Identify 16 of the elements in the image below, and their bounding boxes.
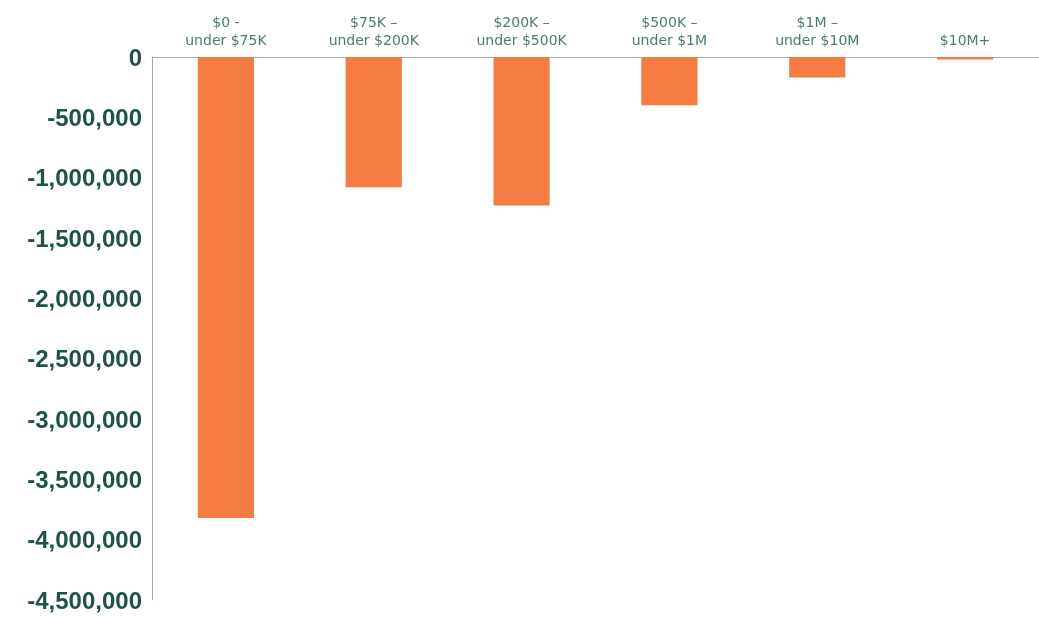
x-tick-label: $200K – under $500K <box>476 14 568 48</box>
y-tick-label: -500,000 <box>47 103 142 131</box>
x-tick-label: $1M – under $10M <box>775 14 860 48</box>
y-tick-label: -4,500,000 <box>27 586 142 614</box>
y-tick-label: -2,000,000 <box>27 284 142 312</box>
x-tick-label: $500K – under $1M <box>631 14 708 48</box>
x-tick-label: $0 - under $75K <box>185 14 268 48</box>
y-tick-label: -2,500,000 <box>27 345 142 373</box>
y-tick-label: -3,500,000 <box>27 465 142 493</box>
y-tick-label: -1,500,000 <box>27 224 142 252</box>
y-tick-label: -3,000,000 <box>27 405 142 433</box>
y-tick-label: -4,000,000 <box>27 526 142 554</box>
x-tick-label: $10M+ <box>939 32 991 48</box>
y-tick-label: 0 <box>128 43 142 71</box>
y-tick-label: -1,000,000 <box>27 164 142 192</box>
x-tick-label: $75K – under $200K <box>328 14 420 48</box>
